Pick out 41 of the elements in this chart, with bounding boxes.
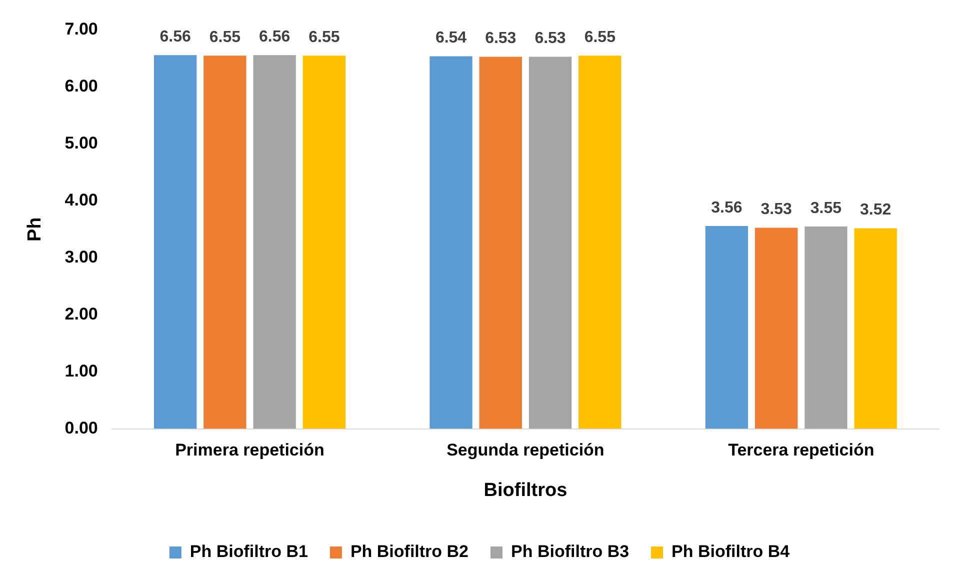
bar <box>754 228 798 429</box>
y-tick-label: 0.00 <box>64 418 98 438</box>
bar <box>253 55 296 429</box>
data-label: 6.55 <box>584 29 616 46</box>
y-tick-label: 6.00 <box>64 76 98 96</box>
x-tick-label: Segunda repetición <box>446 440 604 460</box>
y-tick-label: 3.00 <box>64 248 98 267</box>
data-label: 6.56 <box>258 28 290 46</box>
y-axis-title: Ph <box>24 217 46 242</box>
y-tick-label: 5.00 <box>64 134 98 153</box>
bar <box>430 56 472 429</box>
y-tick-label: 2.00 <box>64 304 98 324</box>
data-label: 6.54 <box>435 30 467 47</box>
bar <box>302 56 346 429</box>
data-label: 6.53 <box>485 30 516 48</box>
y-tick-label: 1.00 <box>64 362 98 381</box>
legend-label: Ph Biofiltro B4 <box>672 542 790 562</box>
data-label: 6.55 <box>209 29 241 46</box>
data-label: 3.52 <box>860 202 892 219</box>
bar <box>528 56 572 429</box>
x-tick-label: Primera repetición <box>175 440 324 460</box>
legend-label: Ph Biofiltro B3 <box>511 542 630 562</box>
x-axis-title: Biofiltros <box>484 480 568 501</box>
y-tick-label: 4.00 <box>64 190 98 210</box>
x-tick-label: Tercera repetición <box>728 440 874 460</box>
data-label: 6.55 <box>308 29 340 46</box>
y-tick-label: 7.00 <box>64 20 98 39</box>
data-label: 3.55 <box>810 200 842 217</box>
bar <box>804 226 848 429</box>
bar <box>578 56 622 429</box>
bar <box>154 55 197 429</box>
legend-label: Ph Biofiltro B1 <box>190 542 308 562</box>
data-label: 6.53 <box>534 30 566 48</box>
bar <box>204 56 246 429</box>
data-label: 3.53 <box>760 201 792 218</box>
bar <box>705 226 748 429</box>
bar <box>479 56 522 429</box>
data-label: 3.56 <box>711 199 742 216</box>
data-label: 6.56 <box>160 28 191 46</box>
bar <box>854 228 897 429</box>
legend-label: Ph Biofiltro B2 <box>350 542 469 562</box>
